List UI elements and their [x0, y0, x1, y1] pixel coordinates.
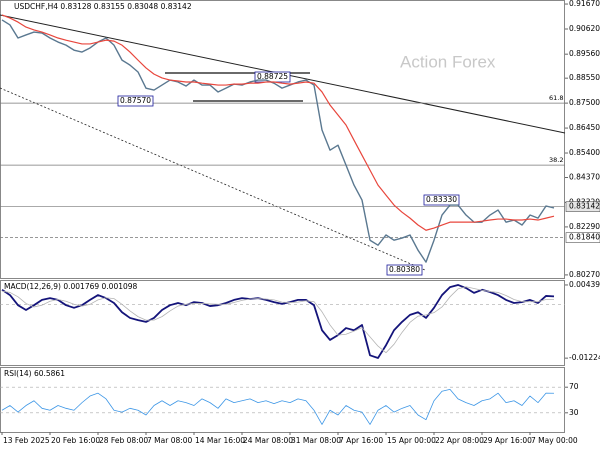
series-line [1, 284, 555, 359]
macd-title: MACD(12,26,9) 0.001769 0.001098 [4, 282, 138, 291]
series-line [1, 286, 554, 354]
y-tick-label: 0.90620 [569, 24, 600, 33]
macd-panel [0, 280, 565, 366]
y-tick-label: 0.85400 [569, 148, 600, 157]
watermark: Action Forex [400, 52, 496, 71]
y-tick-label: 0.004399 [569, 280, 600, 289]
annotation-box [386, 264, 423, 276]
price-panel [0, 0, 565, 279]
price-box [565, 232, 600, 243]
x-tick-label: 28 Feb 08:00 [99, 436, 148, 445]
x-tick-label: 24 Mar 08:00 [243, 436, 293, 445]
y-tick-label: 0.82290 [569, 222, 600, 231]
x-tick-label: 15 Apr 00:00 [387, 436, 436, 445]
y-tick-label: 0.84370 [569, 172, 600, 181]
y-tick-label: 0.87500 [569, 98, 600, 107]
fib-label: 61.8 [549, 94, 563, 102]
annotation: 0.80380 [389, 265, 420, 274]
y-tick-label: 70 [569, 382, 579, 391]
y-tick-label: 0.89560 [569, 49, 600, 58]
y-tick-label: 30 [569, 408, 579, 417]
chart-title: USDCHF,H4 0.83128 0.83155 0.83048 0.8314… [14, 2, 192, 11]
x-tick-label: 14 Mar 16:00 [195, 436, 245, 445]
annotation: 0.87570 [120, 96, 151, 105]
fib-label: 38.2 [549, 156, 563, 164]
annotation-box [117, 95, 154, 107]
y-tick-label: -0.012241 [569, 353, 600, 362]
x-tick-label: 20 Feb 16:00 [51, 436, 100, 445]
price-label: 0.83142 [569, 202, 600, 211]
rsi-title: RSI(14) 60.5861 [4, 369, 65, 378]
rsi-panel [0, 367, 565, 433]
x-tick-label: 31 Mar 08:00 [291, 436, 341, 445]
x-tick-label: 29 Apr 16:00 [483, 436, 532, 445]
x-tick-label: 7 Mar 08:00 [147, 436, 193, 445]
annotation: 0.88725 [257, 72, 288, 81]
trendline-dotted [0, 87, 426, 271]
x-tick-label: 22 Apr 08:00 [435, 436, 484, 445]
price-label: 0.81840 [569, 233, 600, 242]
y-tick-label: 0.86450 [569, 123, 600, 132]
series-line [1, 388, 555, 425]
series-line [1, 14, 555, 231]
y-tick-label: 0.88550 [569, 73, 600, 82]
price-box [565, 201, 600, 212]
x-tick-label: 7 May 00:00 [531, 436, 578, 445]
annotation: 0.83330 [426, 195, 457, 204]
y-tick-label: 0.80270 [569, 270, 600, 279]
x-tick-label: 13 Feb 2025 [3, 436, 50, 445]
y-tick-label: 0.91670 [569, 0, 600, 8]
annotation-box [423, 194, 460, 206]
series-line [1, 19, 555, 263]
x-tick-label: 7 Apr 16:00 [339, 436, 383, 445]
